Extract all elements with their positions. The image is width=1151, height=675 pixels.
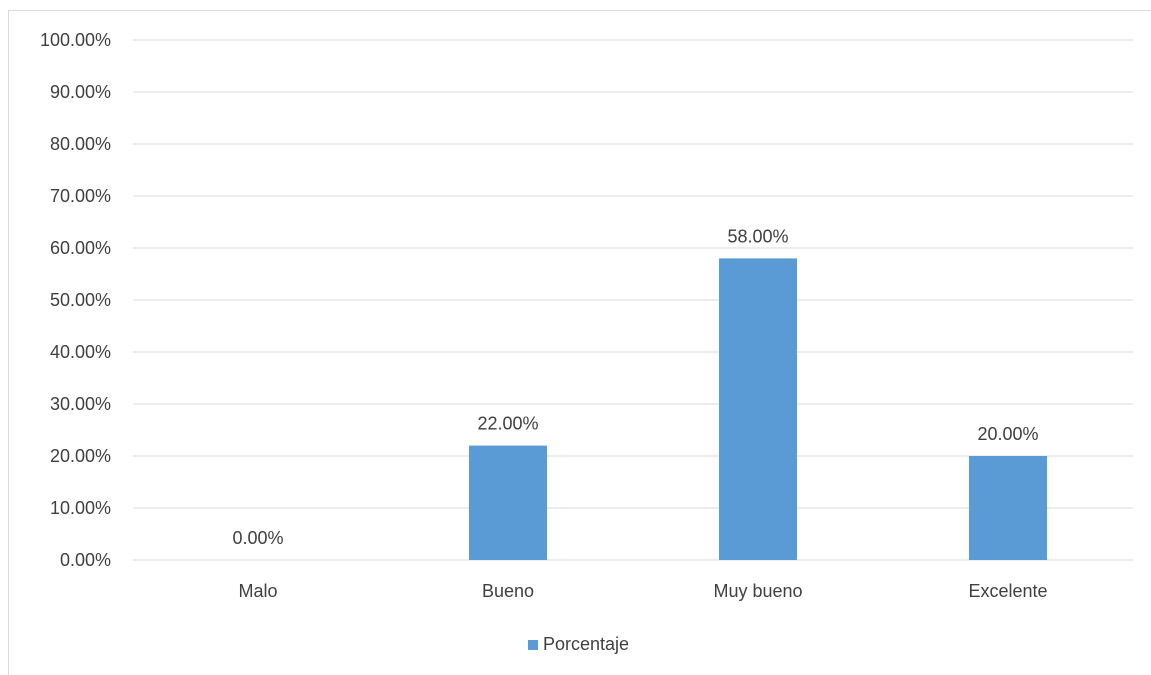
bars — [469, 258, 1047, 560]
y-tick-label: 60.00% — [50, 238, 111, 258]
y-tick-label: 80.00% — [50, 134, 111, 154]
x-tick-label: Malo — [238, 581, 277, 601]
legend: Porcentaje — [528, 634, 629, 654]
y-tick-label: 20.00% — [50, 446, 111, 466]
legend-label-porcentaje: Porcentaje — [543, 634, 629, 654]
y-tick-label: 50.00% — [50, 290, 111, 310]
y-tick-label: 100.00% — [40, 30, 111, 50]
y-tick-label: 90.00% — [50, 82, 111, 102]
data-label: 20.00% — [977, 424, 1038, 444]
y-tick-label: 0.00% — [60, 550, 111, 570]
x-tick-label: Excelente — [968, 581, 1047, 601]
y-axis-tick-labels: 0.00% 10.00% 20.00% 30.00% 40.00% 50.00% 60.00… — [40, 30, 111, 570]
bar-muy-bueno — [719, 258, 797, 560]
bar-bueno — [469, 445, 547, 560]
y-tick-label: 30.00% — [50, 394, 111, 414]
x-tick-label: Muy bueno — [713, 581, 802, 601]
data-label: 58.00% — [727, 226, 788, 246]
x-axis-tick-labels: Malo Bueno Muy bueno Excelente — [238, 581, 1047, 601]
y-tick-label: 10.00% — [50, 498, 111, 518]
bar-excelente — [969, 456, 1047, 560]
x-tick-label: Bueno — [482, 581, 534, 601]
gridlines — [133, 39, 1133, 561]
data-labels: 0.00% 22.00% 58.00% 20.00% — [232, 226, 1038, 548]
legend-swatch-porcentaje — [528, 640, 538, 650]
chart-frame — [8, 10, 1151, 675]
data-label: 0.00% — [232, 528, 283, 548]
y-tick-label: 70.00% — [50, 186, 111, 206]
data-label: 22.00% — [477, 414, 538, 434]
y-tick-label: 40.00% — [50, 342, 111, 362]
